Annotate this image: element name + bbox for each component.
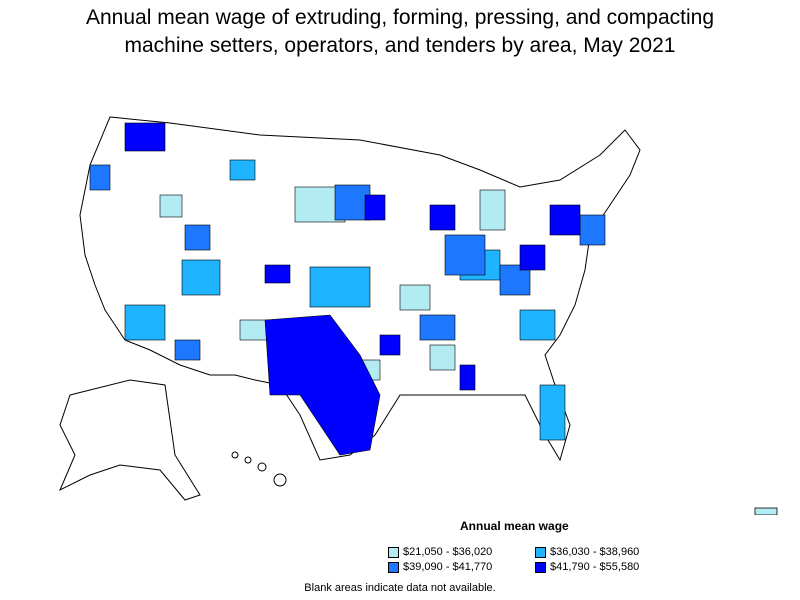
footnote: Blank areas indicate data not available.	[304, 582, 496, 594]
legend-label-4: $41,790 - $55,580	[550, 561, 640, 573]
title-line-2: machine setters, operators, and tenders …	[124, 34, 676, 57]
alaska-outline	[59, 379, 201, 501]
legend-item-3: $39,090 - $41,770	[388, 561, 492, 573]
hawaii-islands	[231, 451, 287, 487]
legend-item-2: $36,030 - $38,960	[535, 546, 639, 558]
us-choropleth-map	[59, 116, 778, 515]
legend-swatch-1	[388, 546, 399, 558]
legend-label-3: $39,090 - $41,770	[403, 561, 493, 573]
tier-2-regions	[124, 159, 566, 441]
legend-label-2: $36,030 - $38,960	[550, 546, 640, 558]
legend-swatch-2	[535, 546, 546, 558]
legend-item-1: $21,050 - $36,020	[388, 546, 492, 558]
legend-label-1: $21,050 - $36,020	[403, 546, 493, 558]
legend-item-4: $41,790 - $55,580	[535, 561, 639, 573]
puerto-rico	[754, 507, 778, 515]
title-line-1: Annual mean wage of extruding, forming, …	[85, 6, 715, 29]
map-title: Annual mean wage of extruding, forming, …	[0, 4, 800, 60]
legend-swatch-4	[535, 561, 546, 573]
legend-swatch-3	[388, 561, 399, 573]
legend-title: Annual mean wage	[460, 519, 569, 533]
tier-3-regions	[89, 164, 606, 361]
tier-4-regions	[124, 122, 581, 456]
